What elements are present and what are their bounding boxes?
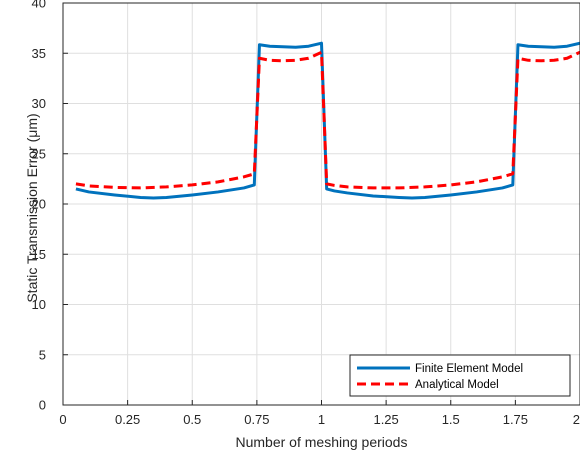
y-tick-label: 5 [39, 347, 46, 362]
x-tick-label: 1.5 [442, 412, 460, 427]
series-line-analytical [75, 50, 580, 190]
y-tick-label: 35 [32, 46, 46, 61]
x-tick-label: 0.75 [244, 412, 269, 427]
legend: Finite Element Model Analytical Model [349, 354, 571, 397]
x-tick-label: 1 [318, 412, 325, 427]
y-tick-label: 10 [32, 297, 46, 312]
x-tick-label: 1.25 [373, 412, 398, 427]
y-axis-label: Static Transmission Error (μm) [24, 113, 40, 302]
legend-box [349, 354, 571, 397]
y-tick-label: 40 [32, 0, 46, 11]
y-tick-label: 25 [32, 146, 46, 161]
series-line-finite-element [75, 41, 580, 200]
y-tick-label: 15 [32, 247, 46, 262]
y-tick-label: 30 [32, 96, 46, 111]
x-tick-label: 0.25 [115, 412, 140, 427]
y-tick-label: 0 [39, 398, 46, 413]
x-tick-label: 2 [573, 412, 580, 427]
legend-label-analytical: Analytical Model [415, 379, 499, 391]
x-axis-label: Number of meshing periods [236, 434, 408, 450]
y-tick-label: 20 [32, 197, 46, 212]
x-tick-label: 1.75 [503, 412, 528, 427]
x-tick-label: 0.5 [183, 412, 201, 427]
legend-label-finite-element: Finite Element Model [415, 363, 523, 375]
ticks: 0 0.25 0.5 0.75 1 1.25 1.5 1.75 2051015202530354… [32, 0, 580, 427]
x-tick-label: 0 [59, 412, 66, 427]
series-layer [75, 41, 580, 200]
